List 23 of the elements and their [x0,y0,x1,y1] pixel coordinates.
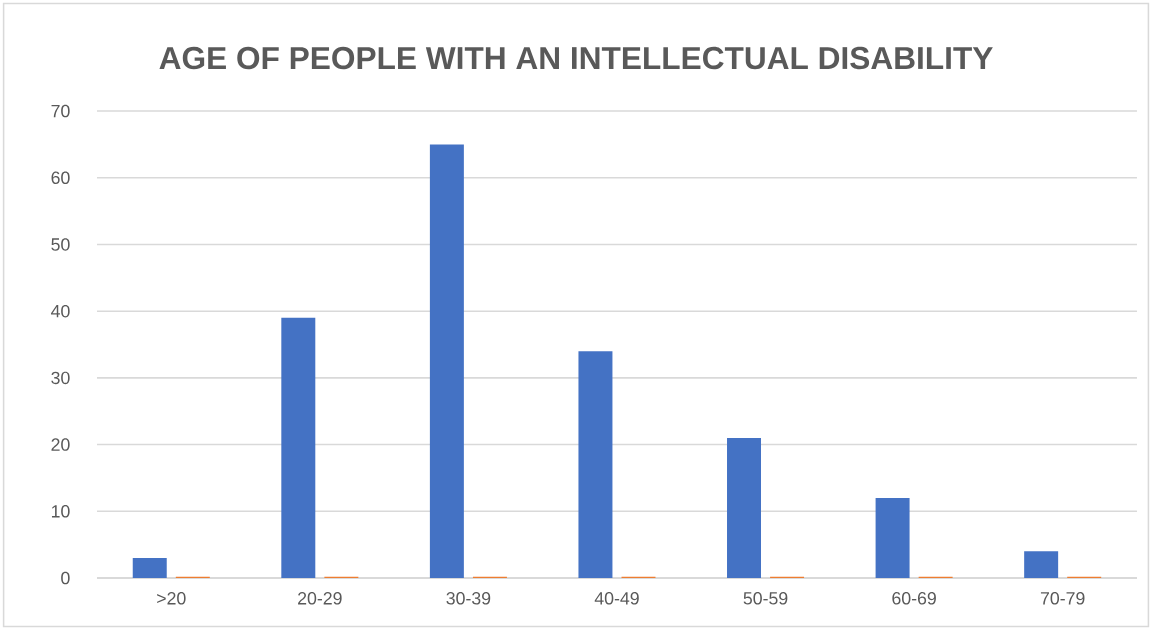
bar [132,558,167,579]
chart-title: AGE OF PEOPLE WITH AN INTELLECTUAL DISABILITY [159,46,993,70]
x-tick-label: 60-69 [892,592,936,605]
x-tick-label: 70-79 [1040,592,1085,605]
bar [875,497,910,579]
x-tick-label: >20 [157,592,186,605]
x-tick-label: 30-39 [446,592,491,605]
bar [281,317,316,579]
bar [429,144,464,579]
y-tick-label: 70 [51,104,70,118]
y-tick-label: 30 [51,371,70,385]
y-tick-label: 50 [51,238,70,251]
y-tick-label: 40 [51,304,70,318]
x-tick-label: 50-59 [743,592,788,605]
bar [1024,551,1059,579]
bar [727,437,761,579]
y-tick-label: 20 [51,438,70,451]
x-tick-label: 20-29 [298,592,342,605]
y-tick-label: 10 [51,505,70,518]
x-tick-label: 40-49 [594,592,639,605]
y-tick-label: 60 [51,171,70,184]
y-tick-label: 0 [61,571,70,585]
bar [578,351,613,579]
